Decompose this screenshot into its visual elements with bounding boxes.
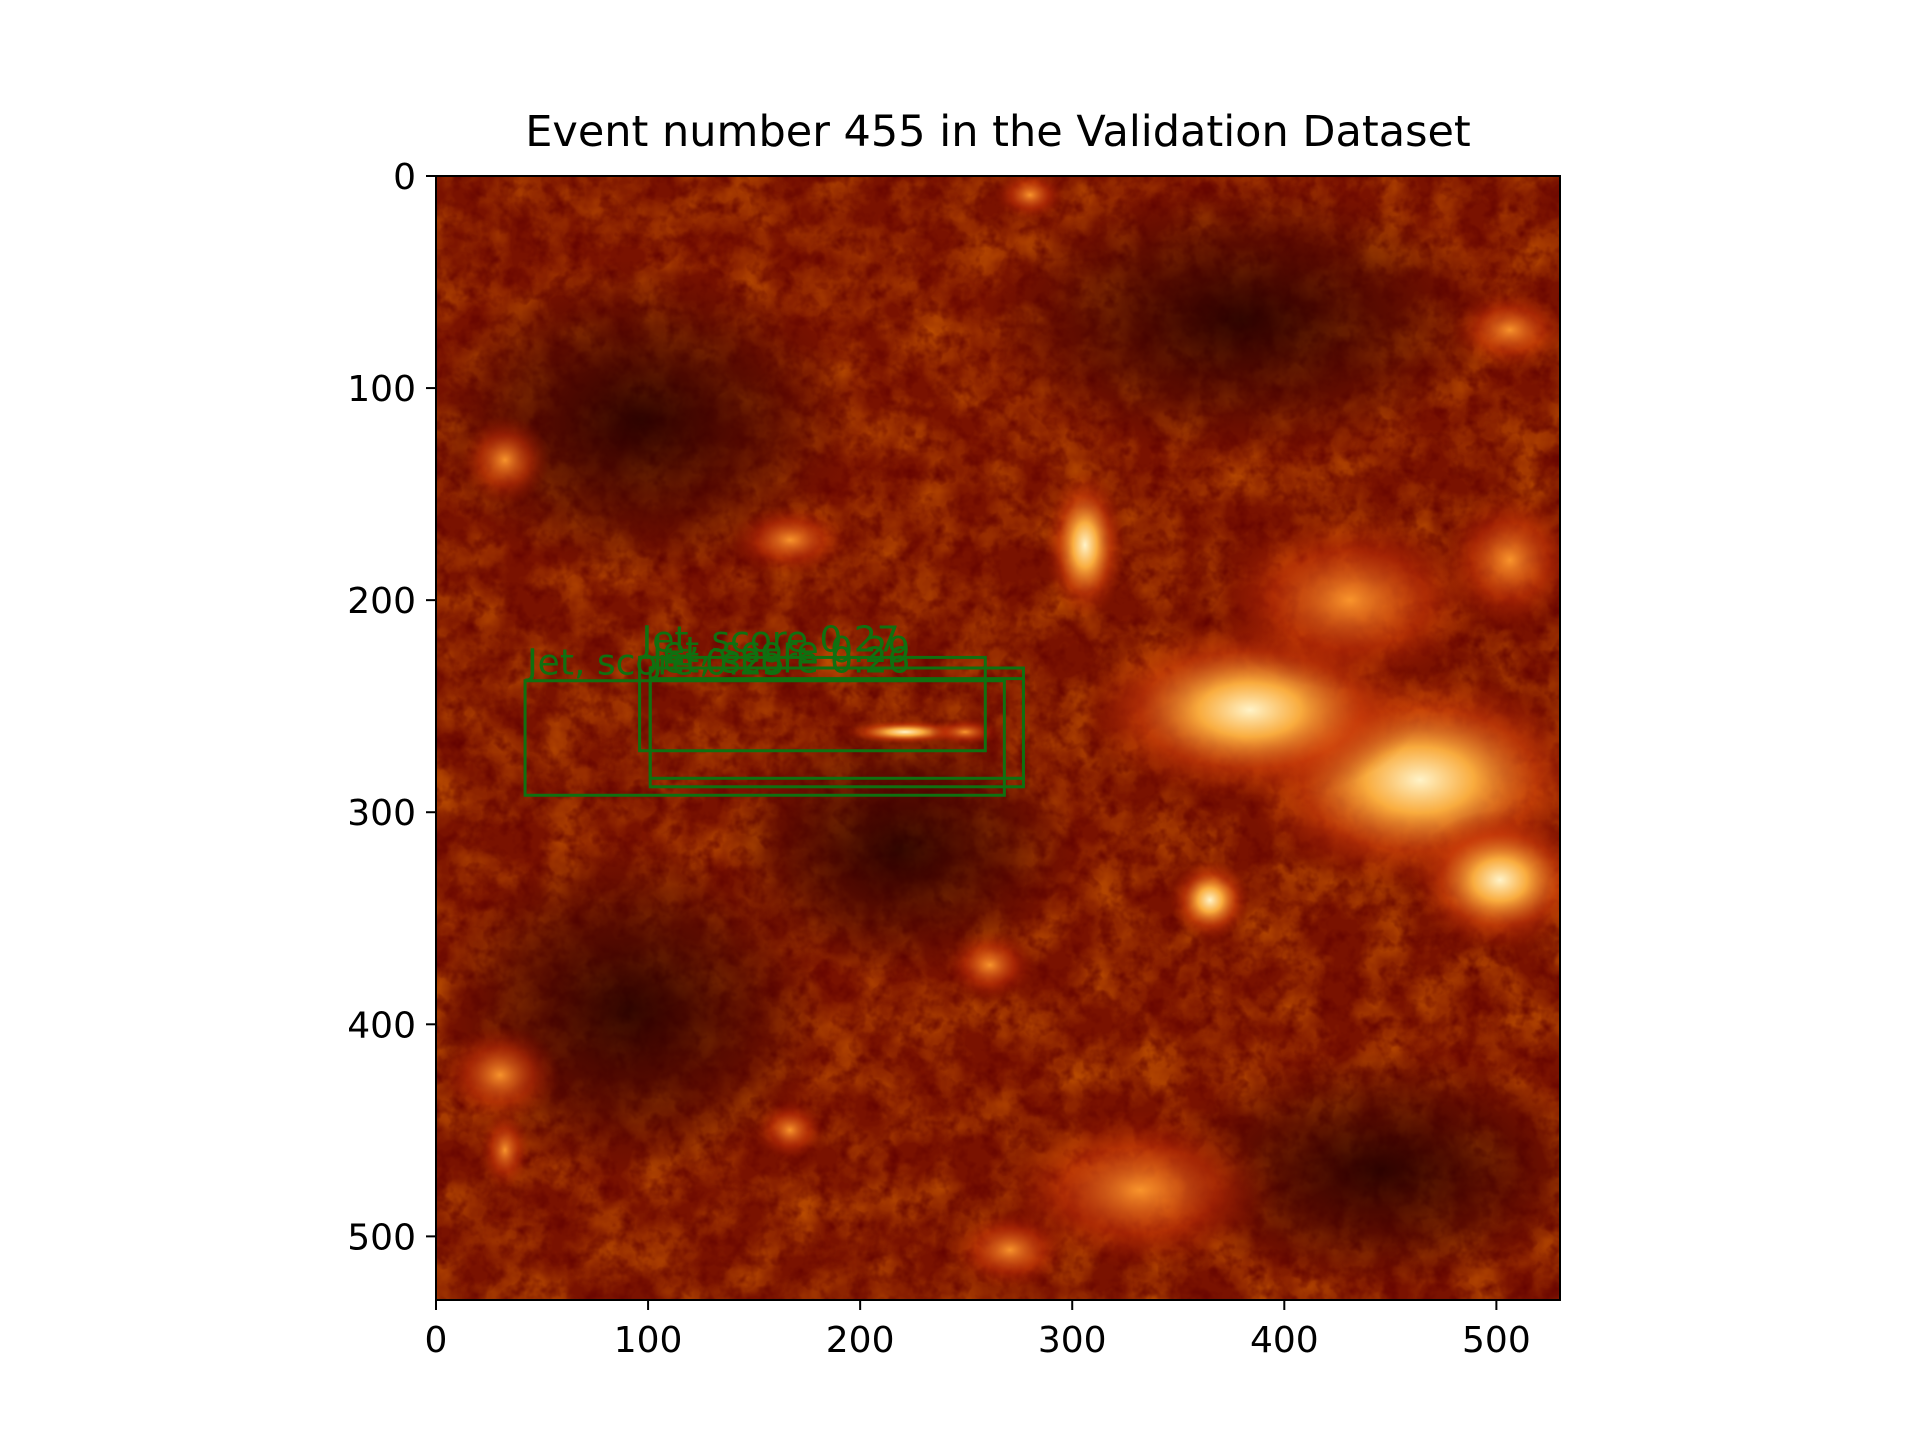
solar-image [436, 176, 1560, 1300]
y-tick-label: 200 [347, 581, 416, 622]
y-tick-label: 100 [347, 369, 416, 410]
x-tick-label: 300 [1038, 1320, 1107, 1361]
y-axis: 0 100 200 300 400 500 [347, 157, 436, 1258]
detections-layer [523, 655, 1025, 797]
detection-box [648, 666, 1025, 780]
x-tick-label: 100 [614, 1320, 683, 1361]
y-tick-label: 300 [347, 793, 416, 834]
x-tick-label: 200 [826, 1320, 895, 1361]
y-tick-label: 500 [347, 1217, 416, 1258]
detection-label: Jet, score 0.27 [640, 619, 900, 660]
detection-box [523, 679, 1006, 797]
y-tick-label: 0 [393, 157, 416, 198]
x-tick-label: 400 [1250, 1320, 1319, 1361]
detection-box [638, 655, 987, 753]
x-axis: 0 100 200 300 400 500 [425, 1300, 1531, 1361]
y-tick-label: 400 [347, 1005, 416, 1046]
detection-label: Jet, score 0.29 [650, 630, 910, 671]
detection-label: Jet, score 0.25 [525, 643, 785, 684]
x-tick-label: 500 [1462, 1320, 1531, 1361]
axes-frame [435, 175, 1561, 1301]
figure-title: Event number 455 in the Validation Datas… [525, 107, 1471, 157]
x-tick-label: 0 [425, 1320, 448, 1361]
detection-label: Jet, score 0.26 [650, 641, 910, 682]
